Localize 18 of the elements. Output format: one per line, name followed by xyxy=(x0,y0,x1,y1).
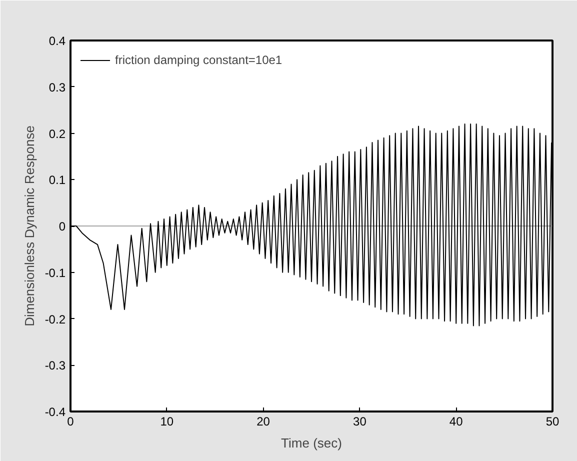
y-tick-label: -0.1 xyxy=(44,266,66,280)
y-tick-label: 0 xyxy=(58,220,66,234)
x-tick-label: 50 xyxy=(546,414,560,428)
x-axis-title: Time (sec) xyxy=(281,436,342,450)
x-tick-label: 40 xyxy=(449,414,464,428)
y-tick-label: -0.2 xyxy=(44,312,66,326)
y-tick-label: -0.4 xyxy=(44,405,66,419)
x-tick-label: 20 xyxy=(256,414,270,428)
y-tick-label: 0.1 xyxy=(48,173,66,188)
y-tick-label: 0.3 xyxy=(48,80,66,94)
x-tick-label: 30 xyxy=(353,414,367,428)
y-tick-label: -0.3 xyxy=(44,358,66,373)
legend-label: friction damping constant=10e1 xyxy=(115,53,282,67)
y-tick-label: 0.2 xyxy=(48,126,66,141)
y-axis-title: Dimensionless Dynamic Response xyxy=(22,126,37,326)
y-tick-label: 0.4 xyxy=(48,34,66,48)
x-tick-label: 10 xyxy=(160,414,174,428)
x-tick-label: 0 xyxy=(67,414,74,428)
